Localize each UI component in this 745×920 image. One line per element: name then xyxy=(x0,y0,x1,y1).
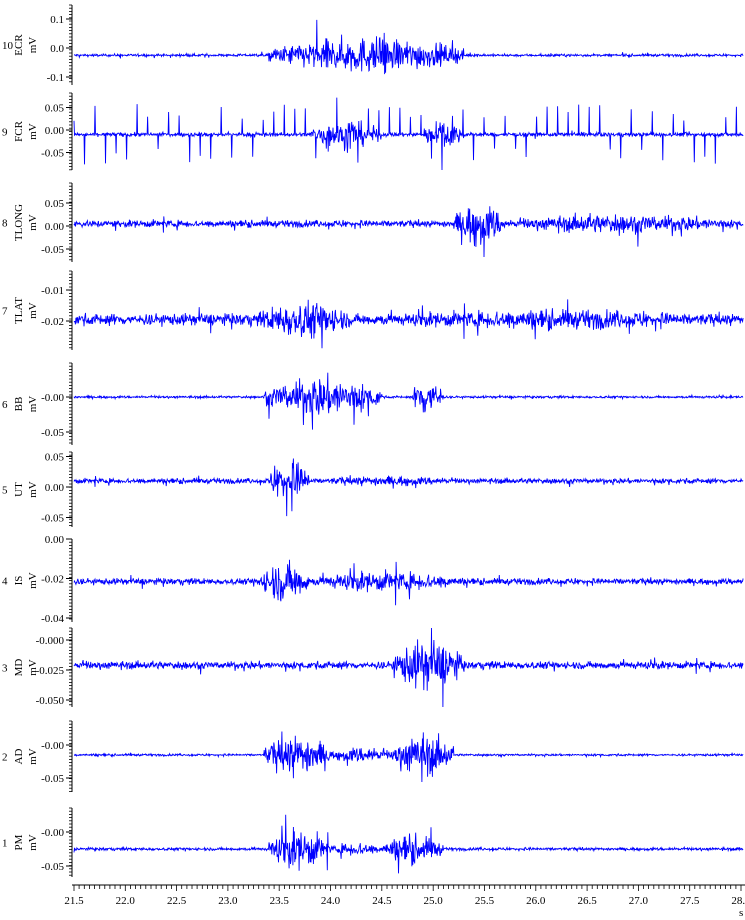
y-tick-label: -0.05 xyxy=(41,773,64,785)
channel-number: 7 xyxy=(2,306,8,318)
channel-unit: mV xyxy=(27,396,39,413)
signal-trace-bb xyxy=(73,372,744,430)
channel-ut: 5 UT mV 0.05 0.00 -0.05 xyxy=(2,452,744,527)
y-tick-label: -0.01 xyxy=(41,285,64,297)
channel-tlong: 8 TLONG mV 0.05 0.00 -0.05 xyxy=(2,182,744,262)
x-tick-label: 22.5 xyxy=(167,895,187,907)
y-tick-label: -0.000 xyxy=(36,635,65,647)
channel-fcr: 9 FCR mV 0.05 0.00 -0.05 xyxy=(2,92,744,171)
y-tick-label: -0.00 xyxy=(41,740,64,752)
y-tick-label: -0.05 xyxy=(41,427,64,439)
x-tick-label: 25.0 xyxy=(424,895,444,907)
signal-trace-tlong xyxy=(73,206,744,258)
x-tick-label: 28.0 xyxy=(731,895,745,907)
channel-name: MD xyxy=(13,659,25,677)
channel-name: TLONG xyxy=(13,204,25,241)
x-tick-label: 26.5 xyxy=(577,895,597,907)
signal-trace-ut xyxy=(73,458,744,517)
channel-unit: mV xyxy=(27,302,39,319)
y-tick-label: 0.00 xyxy=(45,125,65,137)
x-axis: 21.5 22.0 22.5 23.0 23.5 24.0 24.5 25.0 25.5 26.0… xyxy=(64,884,745,919)
channel-ad: 2 AD mV-0.00 -0.05 xyxy=(2,720,744,792)
x-tick-label: 26.0 xyxy=(526,895,546,907)
channel-unit: mV xyxy=(27,37,39,54)
channel-unit: mV xyxy=(27,748,39,765)
channel-number: 4 xyxy=(2,576,8,588)
signal-trace-fcr xyxy=(73,97,744,171)
channel-unit: mV xyxy=(27,572,39,589)
channel-number: 1 xyxy=(2,838,8,850)
channel-unit: mV xyxy=(27,481,39,498)
channel-name: IS xyxy=(13,576,25,586)
channel-unit: mV xyxy=(27,834,39,851)
signal-trace-pm xyxy=(73,814,744,874)
channel-name: FCR xyxy=(13,120,25,141)
channel-unit: mV xyxy=(27,123,39,140)
channel-is: 4 IS mV 0.00 -0.02 -0.04 xyxy=(2,534,744,625)
channel-number: 9 xyxy=(2,127,8,139)
channel-number: 5 xyxy=(2,485,8,497)
channel-name: PM xyxy=(13,834,25,850)
channel-number: 3 xyxy=(2,663,8,675)
y-tick-label: -0.05 xyxy=(41,148,64,160)
x-tick-label: 22.0 xyxy=(116,895,136,907)
channel-number: 8 xyxy=(2,218,8,230)
y-tick-label: 0.05 xyxy=(45,452,65,464)
channel-name: AD xyxy=(13,749,25,765)
channel-bb: 6 BB mV -0.00 -0.05 xyxy=(2,362,744,445)
x-tick-label: 27.5 xyxy=(680,895,700,907)
signal-trace-tlat xyxy=(73,299,744,349)
channel-name: UT xyxy=(13,482,25,497)
x-tick-label: 24.5 xyxy=(372,895,392,907)
y-tick-label: 0.00 xyxy=(45,534,65,546)
y-tick-label: -0.05 xyxy=(41,244,64,256)
channel-tlat: 7 TLAT mV-0.01 -0.02 xyxy=(2,270,744,350)
x-tick-label: 21.5 xyxy=(64,895,84,907)
channel-number: 2 xyxy=(2,752,8,764)
y-tick-label: -0.1 xyxy=(47,72,64,84)
channel-unit: mV xyxy=(27,659,39,676)
y-tick-label: 0.05 xyxy=(45,103,65,115)
channel-number: 6 xyxy=(2,399,8,411)
y-tick-label: 0.05 xyxy=(45,198,65,210)
channel-unit: mV xyxy=(27,214,39,231)
y-tick-label: 0.1 xyxy=(50,14,64,26)
y-tick-label: 0.0 xyxy=(50,43,64,55)
y-tick-label: -0.02 xyxy=(41,316,64,328)
y-tick-label: -0.05 xyxy=(41,861,64,873)
channel-name: BB xyxy=(13,397,25,412)
channel-md: 3 MD mV -0.000 -0.025 -0.050 xyxy=(2,627,744,708)
channel-name: TLAT xyxy=(13,297,25,324)
y-tick-label: -0.00 xyxy=(41,392,64,404)
signal-trace-md xyxy=(73,627,744,708)
signal-trace-is xyxy=(73,559,744,606)
y-tick-label: -0.05 xyxy=(41,513,64,525)
channel-ecr: 10 ECR mV 0.1 0.0 -0.1 xyxy=(2,4,744,85)
y-tick-label: -0.050 xyxy=(36,695,65,707)
y-tick-label: -0.00 xyxy=(41,827,64,839)
channel-number: 10 xyxy=(2,40,14,52)
x-axis-unit: s xyxy=(739,907,743,919)
y-tick-label: 0.00 xyxy=(45,482,65,494)
channel-name: ECR xyxy=(13,34,25,56)
channel-pm: 1 PM mV-0.00 -0.05 xyxy=(2,807,744,877)
x-tick-label: 23.5 xyxy=(270,895,290,907)
y-tick-label: -0.025 xyxy=(36,665,65,677)
signal-trace-ad xyxy=(74,731,744,783)
y-tick-label: -0.04 xyxy=(41,613,64,625)
y-tick-label: -0.02 xyxy=(41,574,64,586)
x-tick-label: 25.5 xyxy=(475,895,495,907)
y-tick-label: 0.00 xyxy=(45,221,65,233)
x-tick-label: 23.0 xyxy=(218,895,238,907)
x-tick-label: 27.0 xyxy=(629,895,649,907)
x-tick-label: 24.0 xyxy=(321,895,341,907)
signal-trace-ecr xyxy=(73,19,744,75)
